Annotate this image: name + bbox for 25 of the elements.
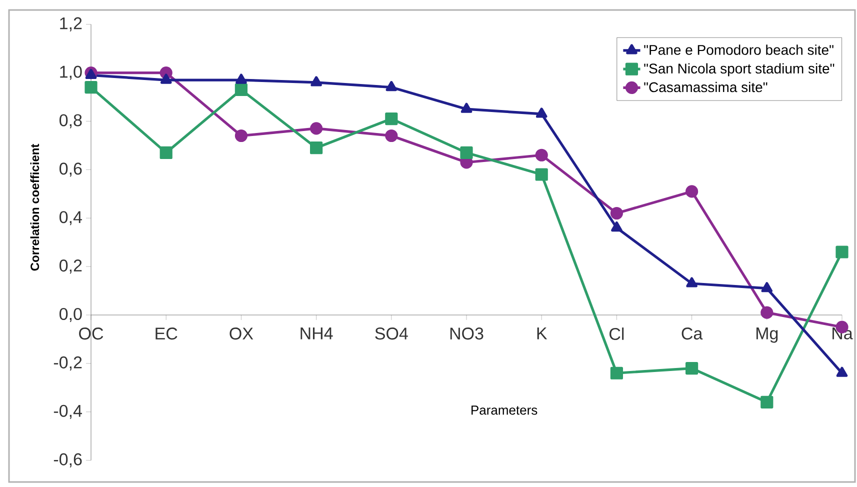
y-tick-label: 0,2 <box>60 260 82 274</box>
y-tick-label: 1,2 <box>60 17 82 32</box>
x-tick-label: EC <box>156 328 178 340</box>
y-tick-label: -0,6 <box>54 453 82 468</box>
y-tick-label: -0,2 <box>54 356 82 370</box>
x-tick-label: NO3 <box>450 328 484 340</box>
legend-label: "Casamassima site" <box>644 82 768 92</box>
x-tick-label: Ca <box>682 328 703 340</box>
x-tick-label: Cl <box>610 328 624 340</box>
legend-label: "Pane e Pomodoro beach site" <box>644 44 834 55</box>
x-tick-label: K <box>537 328 548 340</box>
x-axis-title: Parameters <box>472 406 538 415</box>
y-tick-label: 0,4 <box>60 211 82 226</box>
y-tick-label: 0,8 <box>60 114 82 128</box>
y-axis-title: Correlation coefficient <box>30 144 40 271</box>
y-tick-label: 0,6 <box>60 162 82 177</box>
x-tick-label: Mg <box>756 328 778 343</box>
y-tick-label: -0,4 <box>54 404 82 419</box>
y-tick-label: 0,0 <box>60 308 82 322</box>
x-tick-label: SO4 <box>375 328 408 340</box>
x-tick-label: OX <box>230 328 254 340</box>
x-tick-label: OC <box>79 328 104 340</box>
legend-label: "San Nicola sport stadium site" <box>644 63 834 76</box>
x-tick-label: NH4 <box>300 328 333 340</box>
y-tick-label: 1,0 <box>60 66 82 80</box>
